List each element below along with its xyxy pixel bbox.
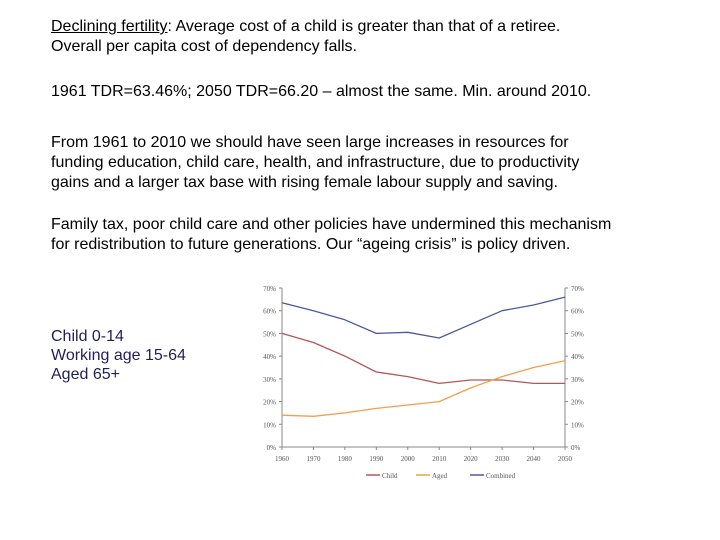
x-tick-label: 2020: [464, 455, 479, 463]
x-tick-label: 1990: [369, 455, 384, 463]
y-tick-label-right: 10%: [571, 421, 584, 429]
y-tick-label: 0%: [267, 444, 277, 452]
p1-line2: Overall per capita cost of dependency fa…: [51, 38, 357, 55]
y-tick-label-right: 0%: [571, 444, 581, 452]
label-child: Child 0-14: [51, 328, 124, 345]
p3-line3: gains and a larger tax base with rising …: [51, 174, 558, 191]
y-tick-label: 20%: [263, 399, 276, 407]
p3-line1: From 1961 to 2010 we should have seen la…: [51, 134, 569, 151]
age-group-labels: Child 0-14 Working age 15-64 Aged 65+: [51, 327, 186, 384]
series-line-aged: [281, 360, 566, 417]
legend-label-child: Child: [382, 472, 398, 480]
p1-text: : Average cost of a child is greater tha…: [167, 18, 561, 35]
y-tick-label-right: 50%: [571, 330, 584, 338]
y-tick-label: 40%: [263, 353, 276, 361]
term-declining-fertility: Declining fertility: [51, 18, 168, 35]
x-tick-label: 1970: [306, 455, 321, 463]
x-tick-label: 2030: [495, 455, 510, 463]
y-tick-label-right: 40%: [571, 353, 584, 361]
y-tick-label-right: 60%: [571, 308, 584, 316]
x-tick-label: 2050: [558, 455, 573, 463]
p3-line2: funding education, child care, health, a…: [51, 154, 580, 171]
paragraph-tdr: 1961 TDR=63.46%; 2050 TDR=66.20 – almost…: [51, 83, 592, 100]
p4-line1: Family tax, poor child care and other po…: [51, 216, 612, 233]
y-tick-label: 70%: [263, 285, 276, 293]
y-tick-label-right: 20%: [571, 399, 584, 407]
paragraph-resources: From 1961 to 2010 we should have seen la…: [51, 133, 579, 193]
p4-line2: for redistribution to future generations…: [51, 236, 571, 253]
paragraph-declining-fertility: Declining fertility: Average cost of a c…: [51, 17, 560, 57]
x-tick-label: 2000: [401, 455, 416, 463]
legend-label-aged: Aged: [432, 472, 448, 480]
label-aged: Aged 65+: [51, 366, 120, 383]
x-tick-label: 1980: [338, 455, 353, 463]
paragraph-policy: Family tax, poor child care and other po…: [51, 215, 611, 255]
series-line-child: [281, 332, 565, 385]
y-tick-label: 60%: [263, 308, 276, 316]
y-tick-label: 50%: [263, 330, 276, 338]
label-working-age: Working age 15-64: [51, 347, 186, 364]
y-tick-label: 30%: [263, 376, 276, 384]
legend-label-combined: Combined: [486, 472, 516, 480]
x-tick-label: 2040: [527, 455, 542, 463]
y-tick-label-right: 30%: [571, 376, 584, 384]
y-tick-label: 10%: [263, 421, 276, 429]
series-line-combined: [281, 296, 566, 339]
x-tick-label: 2010: [432, 455, 447, 463]
x-tick-label: 1960: [275, 455, 290, 463]
y-tick-label-right: 70%: [571, 285, 584, 293]
